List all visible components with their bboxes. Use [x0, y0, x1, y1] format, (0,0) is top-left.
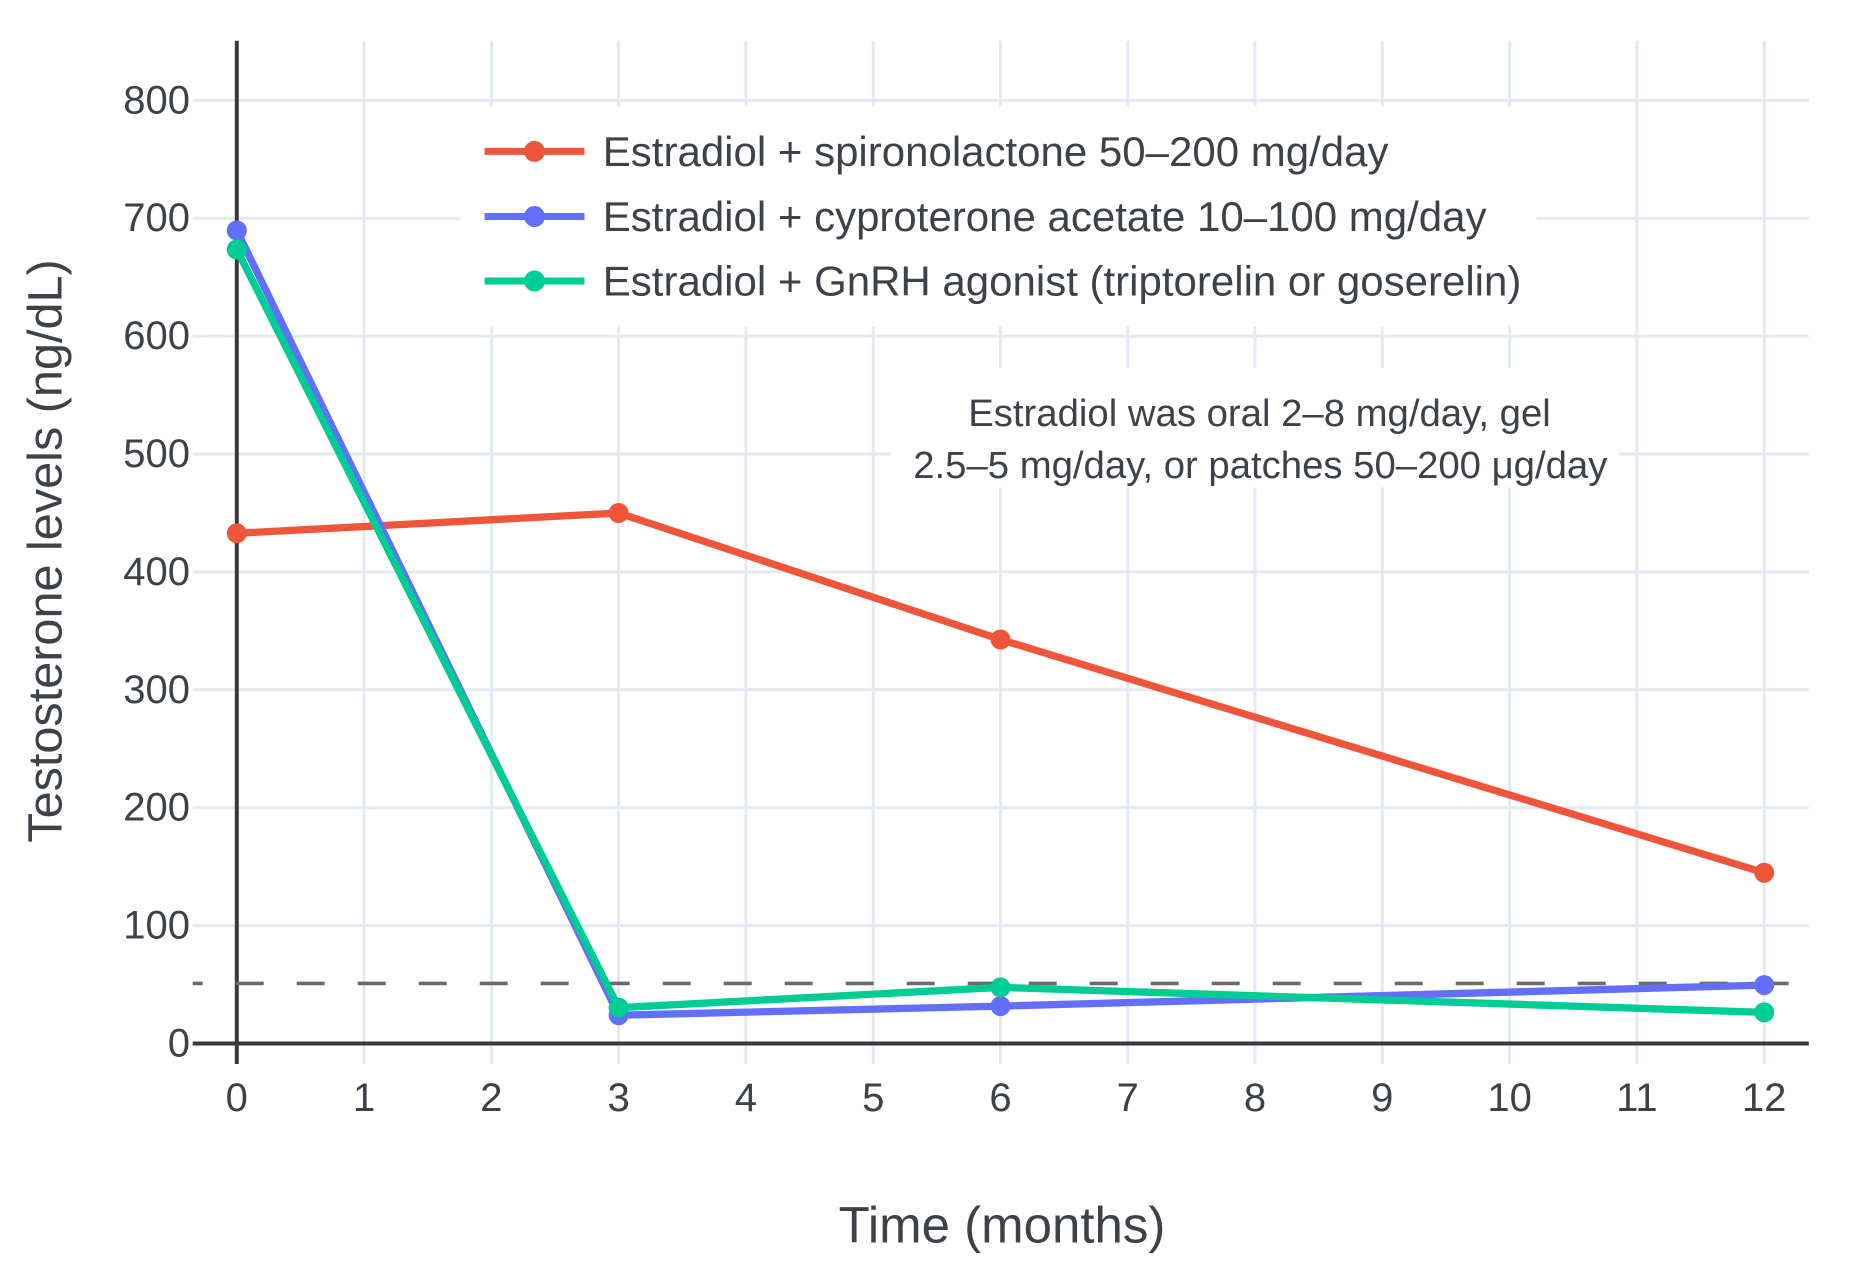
- svg-text:800: 800: [123, 78, 190, 122]
- svg-text:9: 9: [1371, 1076, 1393, 1120]
- svg-text:1: 1: [353, 1076, 375, 1120]
- svg-text:Estradiol + GnRH agonist (trip: Estradiol + GnRH agonist (triptorelin or…: [603, 258, 1522, 305]
- svg-text:500: 500: [123, 432, 190, 476]
- svg-text:2: 2: [480, 1076, 502, 1120]
- svg-text:400: 400: [123, 550, 190, 594]
- svg-text:Time (months): Time (months): [839, 1197, 1166, 1254]
- svg-text:11: 11: [1616, 1076, 1658, 1120]
- svg-text:Estradiol + cyproterone acetat: Estradiol + cyproterone acetate 10–100 m…: [603, 193, 1487, 240]
- svg-text:12: 12: [1742, 1076, 1787, 1120]
- svg-text:Estradiol was oral 2–8 mg/day,: Estradiol was oral 2–8 mg/day, gel: [968, 392, 1551, 435]
- svg-text:5: 5: [862, 1076, 884, 1120]
- svg-text:Testosterone levels (ng/dL): Testosterone levels (ng/dL): [19, 259, 73, 842]
- svg-text:700: 700: [123, 196, 190, 240]
- svg-text:600: 600: [123, 314, 190, 358]
- svg-text:3: 3: [607, 1076, 629, 1120]
- svg-text:8: 8: [1244, 1076, 1266, 1120]
- svg-text:10: 10: [1487, 1076, 1532, 1120]
- svg-text:200: 200: [123, 786, 190, 830]
- svg-text:0: 0: [168, 1022, 190, 1066]
- svg-text:300: 300: [123, 668, 190, 712]
- svg-text:4: 4: [735, 1076, 757, 1120]
- svg-text:100: 100: [123, 904, 190, 948]
- svg-text:Estradiol + spironolactone 50–: Estradiol + spironolactone 50–200 mg/day: [603, 128, 1389, 175]
- svg-text:6: 6: [989, 1076, 1011, 1120]
- svg-text:7: 7: [1117, 1076, 1139, 1120]
- svg-text:2.5–5 mg/day, or patches 50–20: 2.5–5 mg/day, or patches 50–200 μg/day: [913, 444, 1608, 487]
- svg-text:0: 0: [226, 1076, 248, 1120]
